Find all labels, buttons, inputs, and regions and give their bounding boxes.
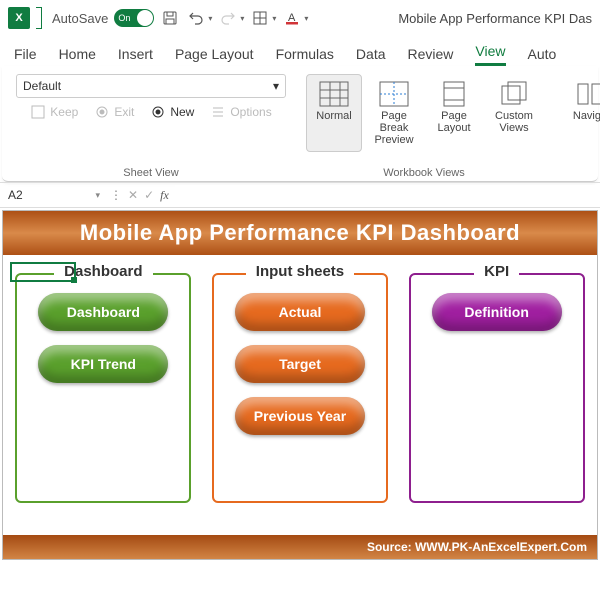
tab-insert[interactable]: Insert (118, 46, 153, 66)
navigation-button[interactable]: Naviga (562, 74, 600, 152)
panel-pill-button[interactable]: KPI Trend (38, 345, 168, 383)
panel-pill-button[interactable]: Target (235, 345, 365, 383)
page-layout-icon (438, 80, 470, 108)
excel-logo-icon: X (8, 7, 30, 29)
custom-views-icon (498, 80, 530, 108)
sheet-view-value: Default (23, 79, 61, 93)
formula-bar-row: A2 ▾ ⋮ ✕ ✓ fx (0, 182, 600, 208)
redo-icon[interactable] (218, 8, 238, 28)
panel-pill-button[interactable]: Definition (432, 293, 562, 331)
font-color-dropdown-icon[interactable]: ▾ (304, 14, 308, 23)
panel-pill-button[interactable]: Dashboard (38, 293, 168, 331)
group-sheet-view: Default ▾ Keep Exit New Options Sheet Vi… (6, 70, 296, 181)
autosave-toggle[interactable]: On (114, 9, 154, 27)
normal-view-button[interactable]: Normal (306, 74, 362, 152)
exit-icon (94, 104, 110, 120)
workbook-views-group-label: Workbook Views (296, 167, 552, 179)
page-break-icon (378, 80, 410, 108)
redo-dropdown-icon[interactable]: ▾ (240, 14, 244, 23)
panel-title: Input sheets (246, 263, 354, 280)
keep-button[interactable]: Keep (30, 104, 78, 120)
save-icon[interactable] (160, 8, 180, 28)
new-label: New (170, 105, 194, 119)
document-title: Mobile App Performance KPI Das (398, 11, 592, 26)
group-navigation: Naviga (552, 70, 600, 181)
page-layout-button[interactable]: Page Layout (426, 74, 482, 152)
autosave-state: On (118, 13, 130, 23)
tab-review[interactable]: Review (408, 46, 454, 66)
options-icon (210, 104, 226, 120)
borders-icon[interactable] (250, 8, 270, 28)
enter-icon[interactable]: ✓ (144, 188, 154, 202)
sheet-view-group-label: Sheet View (6, 167, 296, 179)
formula-icons: ⋮ ✕ ✓ fx (110, 188, 169, 203)
undo-dropdown-icon[interactable]: ▾ (208, 14, 212, 23)
navigation-label: Naviga (573, 110, 600, 122)
excel-logo-border (36, 7, 42, 29)
custom-views-button[interactable]: Custom Views (486, 74, 542, 152)
source-bar: Source: WWW.PK-AnExcelExpert.Com (3, 535, 597, 559)
normal-view-icon (318, 80, 350, 108)
cancel-icon[interactable]: ✕ (128, 188, 138, 202)
font-color-icon[interactable]: A (282, 8, 302, 28)
exit-button[interactable]: Exit (94, 104, 134, 120)
toggle-knob (137, 10, 153, 26)
fx-icon[interactable]: fx (160, 188, 169, 203)
ribbon-tabs: File Home Insert Page Layout Formulas Da… (0, 36, 600, 66)
active-cell-cursor (10, 262, 76, 282)
chevron-down-icon: ▾ (95, 190, 100, 201)
tab-page-layout[interactable]: Page Layout (175, 46, 254, 66)
normal-view-label: Normal (316, 110, 351, 122)
tab-data[interactable]: Data (356, 46, 386, 66)
tab-formulas[interactable]: Formulas (276, 46, 334, 66)
tab-automate[interactable]: Auto (528, 46, 557, 66)
title-bar: X AutoSave On ▾ ▾ ▾ A ▾ Mobile App Perfo… (0, 0, 600, 36)
panel-pill-button[interactable]: Actual (235, 293, 365, 331)
keep-icon (30, 104, 46, 120)
panel-title: KPI (474, 263, 519, 280)
chevron-down-icon: ▾ (273, 79, 279, 93)
ribbon: Default ▾ Keep Exit New Options Sheet Vi… (2, 66, 598, 182)
keep-label: Keep (50, 105, 78, 119)
dashboard-panel: KPIDefinition (409, 273, 585, 503)
tab-view[interactable]: View (475, 43, 505, 66)
undo-icon[interactable] (186, 8, 206, 28)
dashboard-panels: DashboardDashboardKPI TrendInput sheetsA… (3, 255, 597, 513)
new-icon (150, 104, 166, 120)
options-label: Options (230, 105, 271, 119)
custom-views-label: Custom Views (486, 110, 542, 134)
dashboard-title: Mobile App Performance KPI Dashboard (3, 211, 597, 255)
dashboard-panel: Input sheetsActualTargetPrevious Year (212, 273, 388, 503)
page-break-button[interactable]: Page Break Preview (366, 74, 422, 152)
navigation-icon (574, 80, 600, 108)
tab-home[interactable]: Home (59, 46, 96, 66)
formula-input[interactable] (175, 185, 596, 205)
tab-file[interactable]: File (14, 46, 37, 66)
borders-dropdown-icon[interactable]: ▾ (272, 14, 276, 23)
new-button[interactable]: New (150, 104, 194, 120)
exit-label: Exit (114, 105, 134, 119)
group-workbook-views: Normal Page Break Preview Page Layout Cu… (296, 70, 552, 181)
name-box[interactable]: A2 ▾ (4, 185, 104, 205)
panel-pill-button[interactable]: Previous Year (235, 397, 365, 435)
page-layout-label: Page Layout (426, 110, 482, 134)
page-break-label: Page Break Preview (366, 110, 422, 146)
name-box-value: A2 (8, 188, 23, 202)
sheet-view-select[interactable]: Default ▾ (16, 74, 286, 98)
dashboard-panel: DashboardDashboardKPI Trend (15, 273, 191, 503)
worksheet-area[interactable]: Mobile App Performance KPI Dashboard Das… (0, 208, 600, 592)
autosave-label: AutoSave (52, 11, 108, 26)
dashboard-image: Mobile App Performance KPI Dashboard Das… (2, 210, 598, 560)
options-button[interactable]: Options (210, 104, 271, 120)
